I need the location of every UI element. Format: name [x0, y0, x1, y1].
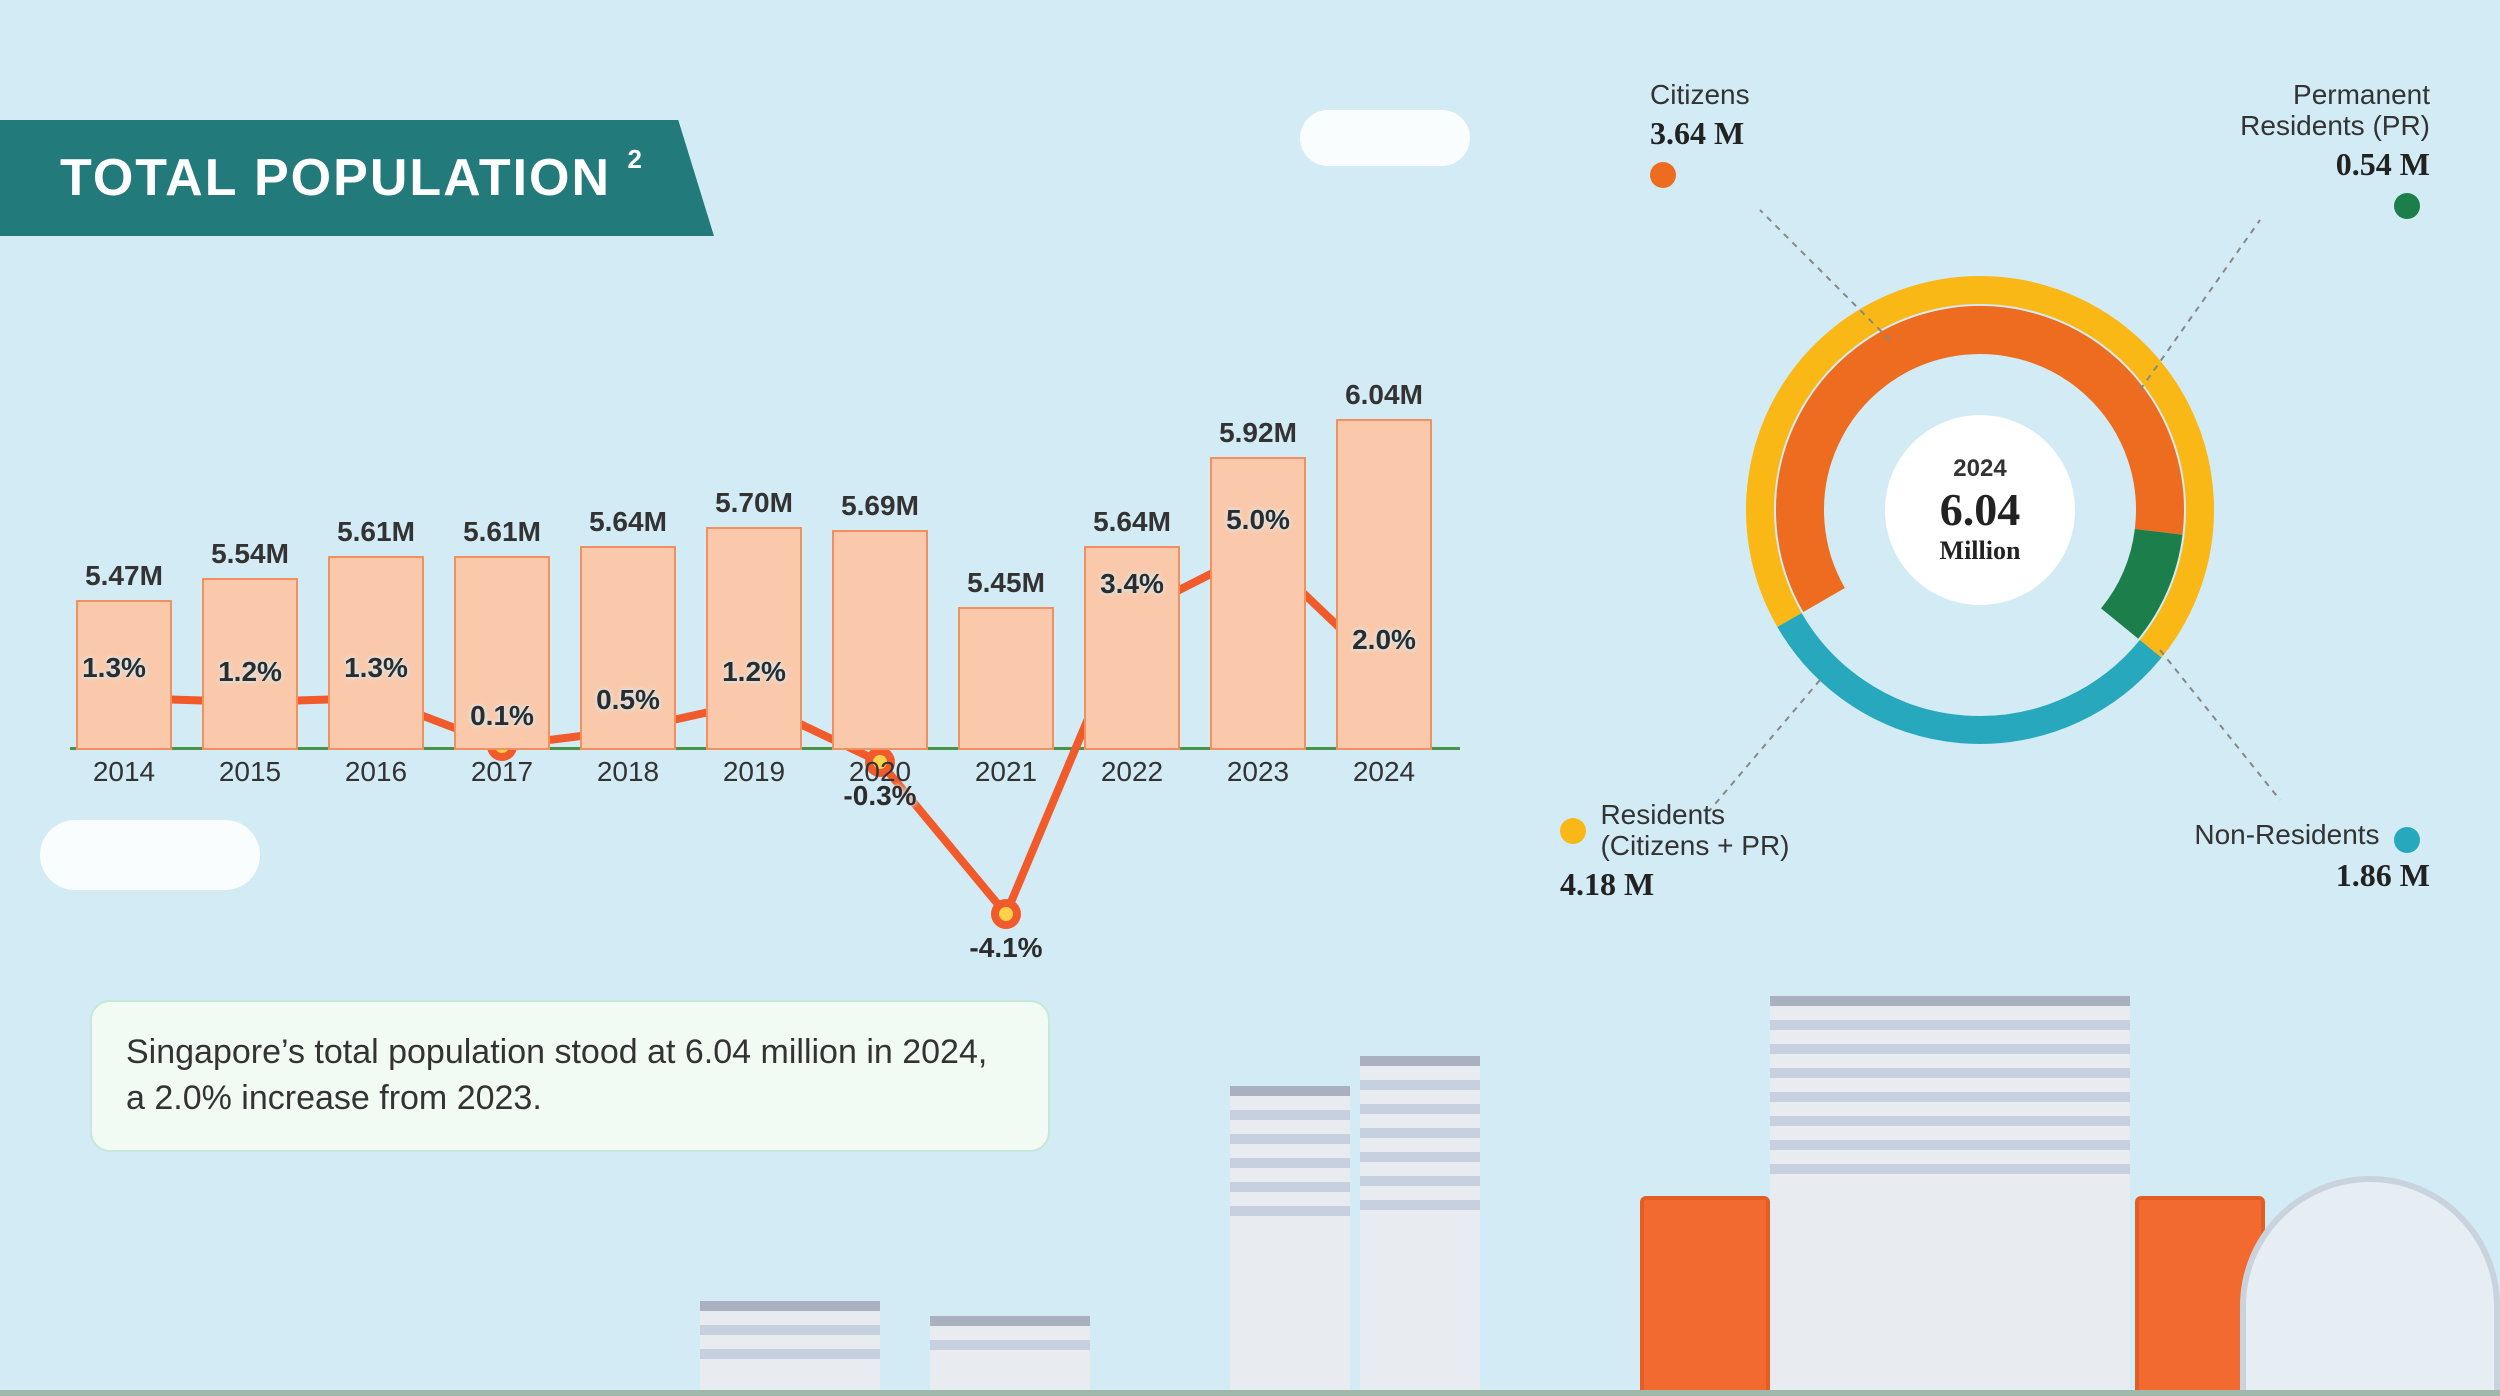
caption-text: Singapore’s total population stood at 6.…	[126, 1033, 987, 1117]
bar-col-2018: 5.64M2018	[574, 546, 682, 750]
callout-nonres: Non-Residents 1.86 M	[2194, 820, 2430, 894]
pct-label: -0.3%	[843, 780, 916, 812]
pct-label: 0.5%	[596, 684, 660, 716]
callout-nonres-value: 1.86 M	[2194, 857, 2430, 894]
donut-leader	[1760, 210, 1890, 340]
pct-label: 3.4%	[1100, 568, 1164, 600]
callout-residents-value: 4.18 M	[1560, 866, 1790, 903]
citizens-dot-icon	[1650, 162, 1676, 188]
bar-col-2023: 5.92M2023	[1204, 457, 1312, 750]
bar	[580, 546, 676, 750]
donut-center-year: 2024	[1953, 455, 2006, 483]
bar-year-label: 2022	[1078, 756, 1186, 788]
building-1	[1230, 1086, 1350, 1396]
bar	[832, 530, 928, 750]
pct-label: 0.1%	[470, 700, 534, 732]
pct-label: 1.3%	[344, 652, 408, 684]
bar-line-chart: 5.47M 2014 5.54M 2015 5.61M 2016 5.61M 2017 5.64…	[70, 370, 1460, 790]
donut-leader	[2160, 650, 2280, 800]
bar-year-label: 2019	[700, 756, 808, 788]
building-small-2	[930, 1316, 1090, 1396]
donut-chart: 2024 6.04 Million Citizens 3.64 M Perman…	[1530, 80, 2430, 940]
donut-arc-pr	[2120, 532, 2159, 624]
title-footnote: 2	[628, 144, 644, 174]
pct-label: 5.0%	[1226, 504, 1290, 536]
bar-value-label: 5.61M	[322, 516, 430, 548]
bar-value-label: 5.54M	[196, 538, 304, 570]
bar-year-label: 2017	[448, 756, 556, 788]
bar-value-label: 6.04M	[1330, 379, 1438, 411]
bar-year-label: 2018	[574, 756, 682, 788]
bar-year-label: 2021	[952, 756, 1060, 788]
cloud-1	[1300, 110, 1470, 166]
bar-year-label: 2015	[196, 756, 304, 788]
donut-leader	[1710, 680, 1820, 810]
building-3	[1770, 996, 2130, 1396]
pct-label: 2.0%	[1352, 624, 1416, 656]
callout-residents-label: Residents (Citizens + PR)	[1600, 800, 1789, 862]
bar-col-2019: 5.70M2019	[700, 527, 808, 750]
donut-center: 2024 6.04 Million	[1885, 415, 2075, 605]
bar-value-label: 5.64M	[574, 506, 682, 538]
pr-dot-icon	[2394, 193, 2420, 219]
callout-pr: Permanent Residents (PR) 0.54 M	[2240, 80, 2430, 219]
bar	[1336, 419, 1432, 750]
callout-citizens: Citizens 3.64 M	[1650, 80, 1750, 188]
bar-col-2020: 5.69M2020	[826, 530, 934, 750]
pct-label: 1.2%	[722, 656, 786, 688]
building-2	[1360, 1056, 1480, 1396]
bar-year-label: 2023	[1204, 756, 1312, 788]
nonres-dot-icon	[2394, 827, 2420, 853]
callout-citizens-value: 3.64 M	[1650, 115, 1750, 152]
bar-col-2021: 5.45M2021	[952, 607, 1060, 750]
bar	[958, 607, 1054, 750]
pct-label: -4.1%	[969, 932, 1042, 964]
cloud-2	[40, 820, 260, 890]
caption-box: Singapore’s total population stood at 6.…	[90, 1000, 1050, 1152]
residents-dot-icon	[1560, 818, 1586, 844]
line-marker	[991, 899, 1021, 929]
bar-col-2024: 6.04M2024	[1330, 419, 1438, 750]
bar	[1210, 457, 1306, 750]
callout-residents: Residents (Citizens + PR) 4.18 M	[1560, 800, 1790, 903]
title-text: TOTAL POPULATION	[60, 149, 611, 207]
donut-center-unit: Million	[1940, 536, 2021, 566]
callout-citizens-label: Citizens	[1650, 80, 1750, 111]
bar-value-label: 5.92M	[1204, 417, 1312, 449]
title-banner: TOTAL POPULATION 2	[0, 120, 714, 236]
bar-year-label: 2016	[322, 756, 430, 788]
donut-arc-nonresidents	[1789, 620, 2150, 730]
donut-center-value: 6.04	[1940, 483, 2021, 536]
stadium	[2240, 1176, 2500, 1396]
pct-label: 1.2%	[218, 656, 282, 688]
building-small-1	[700, 1301, 880, 1396]
callout-pr-value: 0.54 M	[2240, 146, 2430, 183]
bar-value-label: 5.61M	[448, 516, 556, 548]
bar-year-label: 2014	[70, 756, 178, 788]
city-baseline	[0, 1390, 2500, 1396]
bar	[706, 527, 802, 750]
bar-value-label: 5.69M	[826, 490, 934, 522]
bar-value-label: 5.64M	[1078, 506, 1186, 538]
bar-value-label: 5.70M	[700, 487, 808, 519]
bar-year-label: 2024	[1330, 756, 1438, 788]
building-orange-1	[1640, 1196, 1770, 1396]
bar-value-label: 5.45M	[952, 567, 1060, 599]
pct-label: 1.3%	[82, 652, 146, 684]
callout-pr-label: Permanent Residents (PR)	[2240, 80, 2430, 142]
bar-value-label: 5.47M	[70, 560, 178, 592]
callout-nonres-label: Non-Residents	[2194, 819, 2379, 850]
